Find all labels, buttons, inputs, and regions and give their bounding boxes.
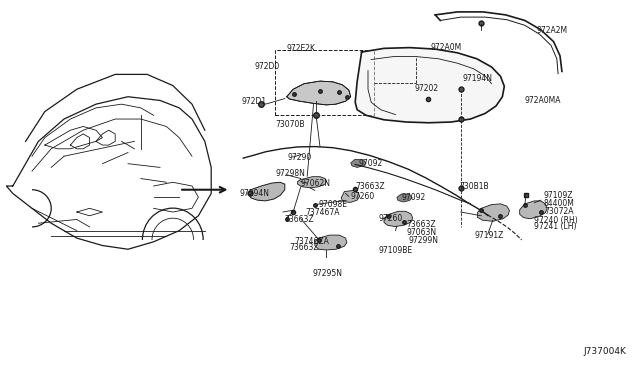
Text: 972E2K: 972E2K [286, 44, 315, 53]
Text: 97290: 97290 [288, 153, 312, 162]
Text: 84400M: 84400M [544, 199, 575, 208]
Text: 97295N: 97295N [312, 269, 342, 278]
Text: 737467A: 737467A [305, 208, 340, 217]
Text: 73663Z: 73663Z [355, 182, 385, 191]
Text: 97092: 97092 [358, 159, 383, 168]
Polygon shape [397, 194, 412, 202]
Text: 73663Z: 73663Z [285, 215, 314, 224]
Text: 73746ZA: 73746ZA [294, 237, 329, 246]
Polygon shape [355, 48, 504, 123]
Polygon shape [341, 190, 360, 202]
Text: 97240 (RH): 97240 (RH) [534, 216, 578, 225]
Polygon shape [351, 159, 366, 167]
Text: 97063N: 97063N [406, 228, 436, 237]
Polygon shape [287, 81, 351, 105]
Text: 97241 (LH): 97241 (LH) [534, 222, 577, 231]
Polygon shape [384, 211, 413, 227]
Text: 97098E: 97098E [319, 200, 348, 209]
Polygon shape [315, 235, 347, 250]
Text: J737004K: J737004K [583, 347, 626, 356]
Polygon shape [520, 201, 547, 219]
Text: 97298N: 97298N [275, 169, 305, 178]
Text: 972A0M: 972A0M [430, 43, 461, 52]
Text: 97260: 97260 [379, 214, 403, 223]
Polygon shape [248, 182, 285, 201]
Text: 73663Z: 73663Z [406, 220, 436, 229]
Text: 730B1B: 730B1B [460, 182, 489, 191]
Text: 972A2M: 972A2M [536, 26, 568, 35]
Text: 97092: 97092 [402, 193, 426, 202]
Text: 972D1: 972D1 [242, 97, 267, 106]
Text: 97062N: 97062N [301, 179, 331, 187]
Text: 972A0MA: 972A0MA [525, 96, 561, 105]
Text: 97194N: 97194N [462, 74, 492, 83]
Text: 97299N: 97299N [408, 236, 438, 245]
Text: 97260: 97260 [351, 192, 375, 201]
Text: 73070B: 73070B [275, 120, 305, 129]
Text: 97191Z: 97191Z [475, 231, 504, 240]
Polygon shape [298, 177, 326, 188]
Text: 97109BE: 97109BE [379, 246, 413, 255]
Polygon shape [477, 204, 509, 221]
Text: 972D0: 972D0 [254, 62, 279, 71]
Text: 73072A: 73072A [544, 207, 573, 216]
Text: 97202: 97202 [415, 84, 439, 93]
Text: 73663Z: 73663Z [289, 243, 319, 252]
Text: 97294N: 97294N [240, 189, 270, 198]
Text: 97109Z: 97109Z [544, 191, 573, 200]
